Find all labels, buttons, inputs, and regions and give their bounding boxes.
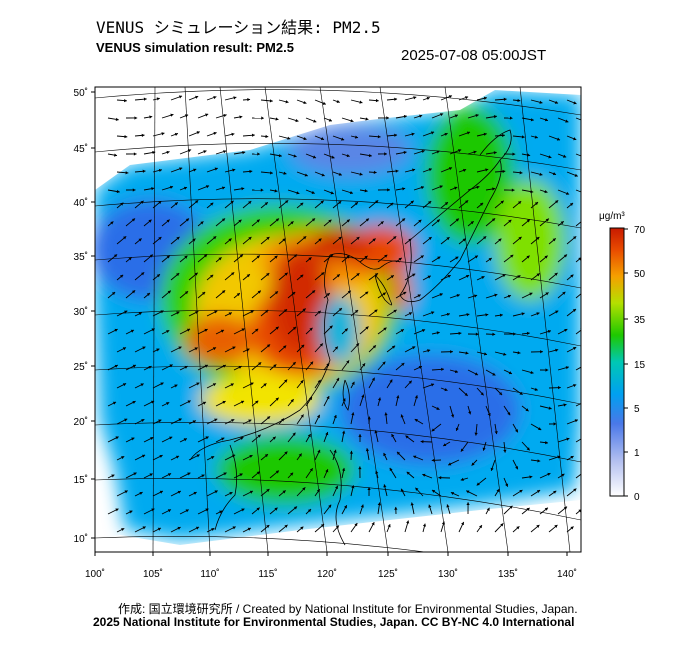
colorbar-tick-label: 15 [634,360,646,371]
lon-tick-label: 125˚ [378,568,398,580]
map-area [95,87,581,552]
credit-line-1: 作成: 国立環境研究所 / Created by National Instit… [118,602,578,616]
colorbar-tick-label: 70 [634,225,646,236]
lon-tick-label: 120˚ [317,568,337,580]
credit-line-2: 2025 National Institute for Environmenta… [93,615,575,629]
lon-tick-label: 140˚ [557,568,577,580]
lon-tick-label: 135˚ [498,568,518,580]
title-japanese: VENUS シミュレーション結果: PM2.5 [96,18,381,37]
graticule [95,87,581,552]
lat-tick-label: 20˚ [74,416,88,428]
colorbar-unit: μg/m³ [599,211,625,222]
colorbar-ticks: 70 50 35 15 5 1 0 [624,225,646,503]
longitude-axis: 100˚ 105˚ 110˚ 115˚ 120˚ 125˚ 130˚ 135˚ 140˚ [85,552,577,580]
lon-tick-label: 115˚ [258,568,277,580]
wind-vectors [107,95,581,533]
lon-tick-label: 110˚ [200,568,219,580]
lat-tick-label: 25˚ [74,361,88,373]
lat-tick-label: 45˚ [74,143,88,155]
latitude-axis: 50˚ 45˚ 40˚ 35˚ 30˚ 25˚ 20˚ 15˚ 10˚ [74,87,95,545]
lat-tick-label: 15˚ [74,474,88,486]
colorbar-gradient [609,227,625,497]
lon-tick-label: 100˚ [85,568,105,580]
colorbar-tick-label: 50 [634,269,646,280]
lat-tick-label: 50˚ [74,87,88,99]
colorbar-tick-label: 0 [634,492,640,503]
lat-tick-label: 30˚ [74,306,88,318]
lon-tick-label: 105˚ [143,568,163,580]
lat-tick-label: 35˚ [74,251,88,263]
map-frame [94,86,582,553]
lon-tick-label: 130˚ [438,568,458,580]
colorbar: 70 50 35 15 5 1 0 [609,225,646,503]
coastlines [189,129,512,546]
title-english: VENUS simulation result: PM2.5 [96,40,294,55]
colorbar-tick-label: 5 [634,404,640,415]
timestamp: 2025-07-08 05:00JST [401,47,547,64]
colorbar-tick-label: 35 [634,315,646,326]
colorbar-tick-label: 1 [634,448,640,459]
lat-tick-label: 10˚ [74,533,88,545]
lat-tick-label: 40˚ [74,197,88,209]
